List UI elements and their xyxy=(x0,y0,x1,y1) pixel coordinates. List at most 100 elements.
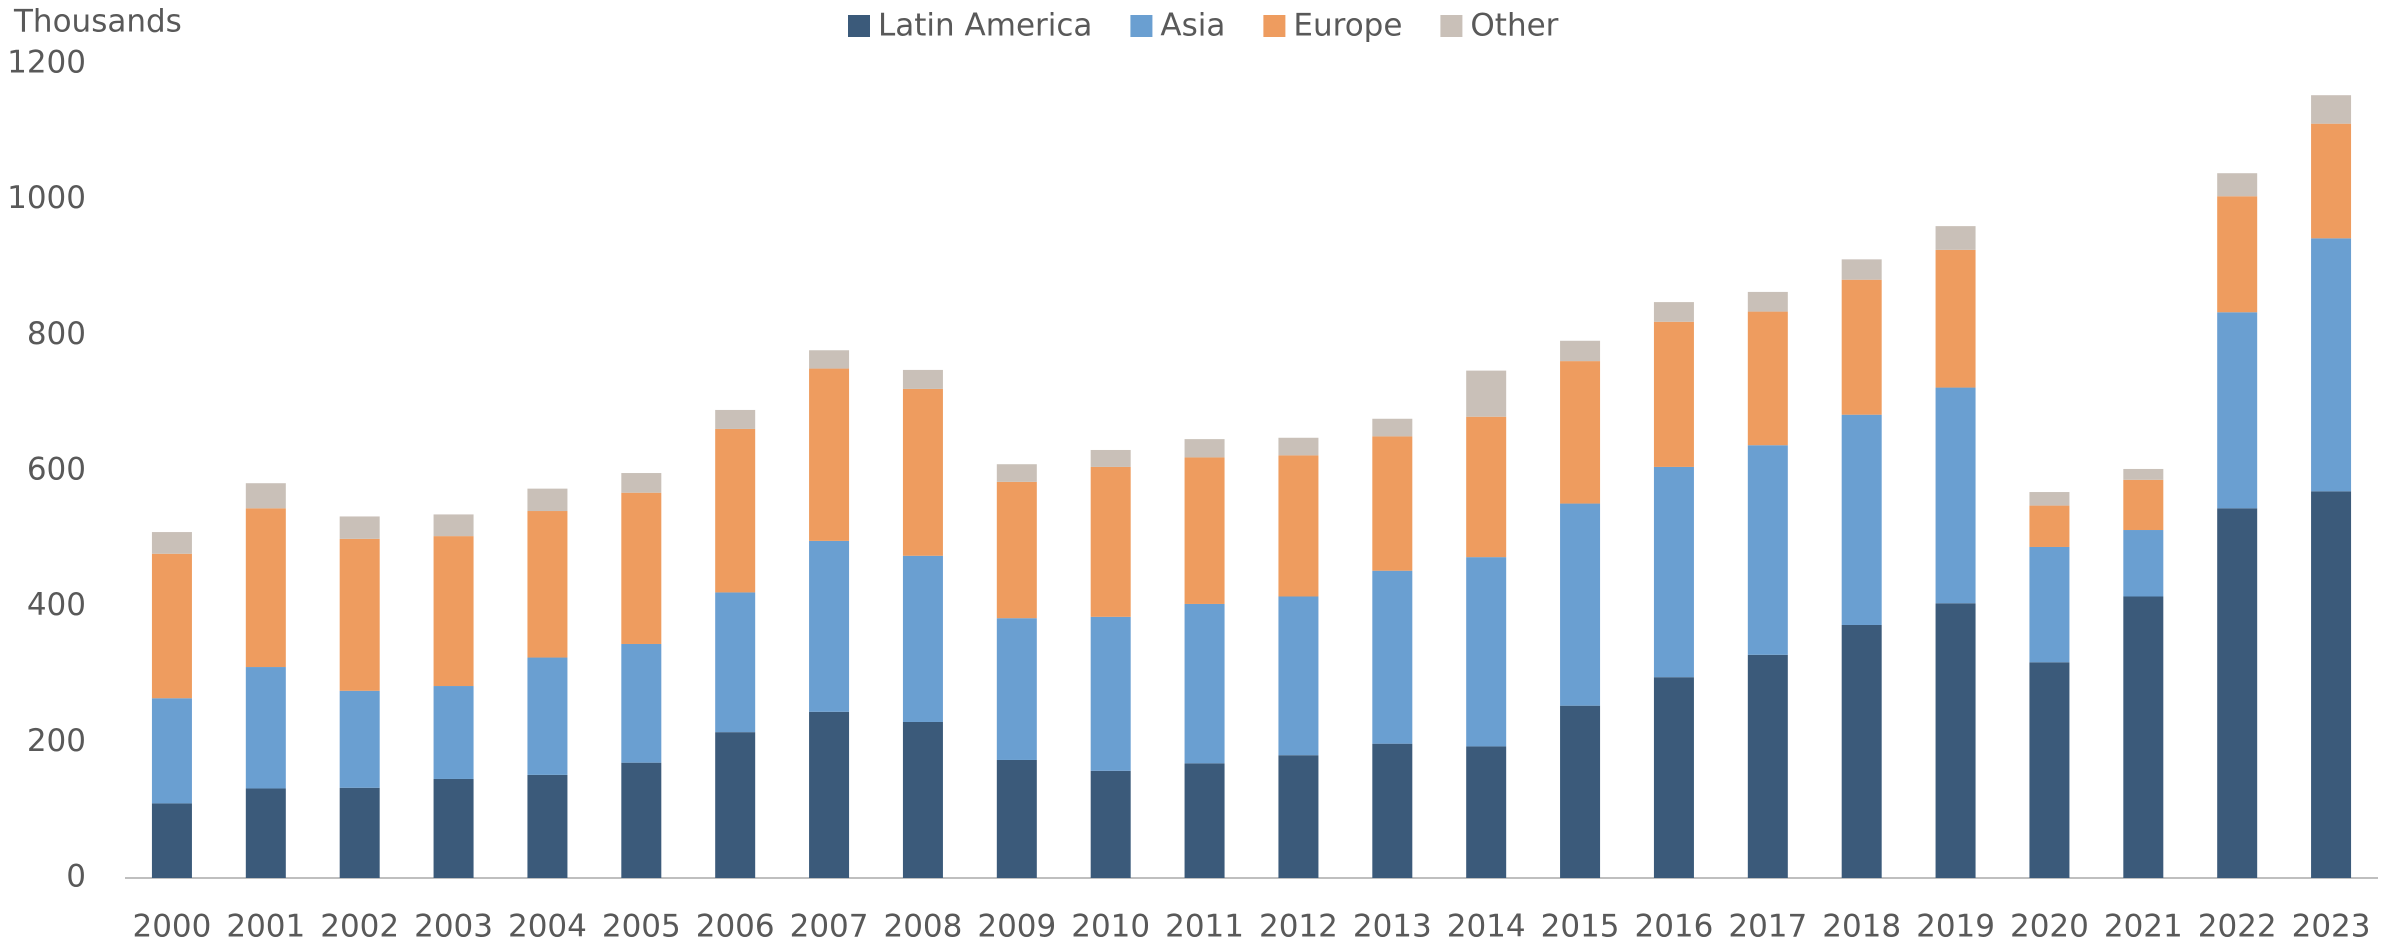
bar-segment xyxy=(1466,416,1507,558)
bar-segment xyxy=(2123,530,2164,597)
bar-segment xyxy=(433,514,474,537)
bar-segment xyxy=(151,803,192,878)
bar-segment xyxy=(151,553,192,699)
x-tick-label: 2023 xyxy=(2292,909,2371,945)
y-tick-label: 600 xyxy=(27,452,86,488)
bar-segment xyxy=(996,759,1037,878)
bar-segment xyxy=(1560,503,1601,706)
x-tick-label: 2003 xyxy=(414,909,493,945)
y-tick-label: 200 xyxy=(27,723,86,759)
bar-segment xyxy=(1466,370,1507,417)
bar-segment xyxy=(1653,321,1694,467)
bar-segment xyxy=(1560,340,1601,362)
bar-segment xyxy=(527,774,568,878)
legend-label: Other xyxy=(1470,8,1558,44)
x-tick-label: 2001 xyxy=(226,909,305,945)
bar-segment xyxy=(245,788,286,878)
x-tick-label: 2021 xyxy=(2104,909,2183,945)
bar-segment xyxy=(1372,436,1413,571)
bar-segment xyxy=(2311,123,2352,239)
bar-segment xyxy=(2029,662,2070,878)
bar-segment xyxy=(1372,743,1413,878)
bar-segment xyxy=(1372,570,1413,744)
bar-segment xyxy=(715,428,756,593)
bar-segment xyxy=(2217,312,2258,509)
bar-segment xyxy=(621,762,662,878)
x-tick-label: 2020 xyxy=(2010,909,2089,945)
y-axis-label: Thousands xyxy=(13,4,182,40)
bar-segment xyxy=(339,516,380,539)
bar-segment xyxy=(1935,249,1976,388)
x-tick-label: 2015 xyxy=(1541,909,1620,945)
bar-segment xyxy=(1747,654,1788,878)
bar-segment xyxy=(2311,95,2352,124)
legend-label: Latin America xyxy=(878,8,1092,44)
bar-segment xyxy=(1935,226,1976,250)
bar-segment xyxy=(996,481,1037,619)
y-tick-label: 1000 xyxy=(7,180,86,216)
x-tick-label: 2014 xyxy=(1447,909,1526,945)
bar-segment xyxy=(621,473,662,493)
bar-segment xyxy=(1841,279,1882,415)
bar-segment xyxy=(245,483,286,509)
bar-segment xyxy=(1935,603,1976,878)
legend-swatch xyxy=(1440,15,1463,37)
x-tick-label: 2017 xyxy=(1728,909,1807,945)
bar-segment xyxy=(2217,173,2258,197)
bar-segment xyxy=(2311,238,2352,492)
bar-segment xyxy=(809,711,850,878)
bar-segment xyxy=(1090,449,1131,467)
x-tick-label: 2005 xyxy=(602,909,681,945)
bar-segment xyxy=(245,508,286,668)
bar-segment xyxy=(1184,457,1225,604)
x-tick-label: 2009 xyxy=(977,909,1056,945)
bar-segment xyxy=(245,667,286,789)
bar-segment xyxy=(1090,466,1131,617)
bar-segment xyxy=(2029,546,2070,663)
bar-segment xyxy=(715,592,756,733)
bar-segment xyxy=(2029,505,2070,547)
x-tick-label: 2008 xyxy=(883,909,962,945)
bar-segment xyxy=(1653,677,1694,878)
x-tick-label: 2010 xyxy=(1071,909,1150,945)
bar-segment xyxy=(621,643,662,763)
bar-segment xyxy=(339,538,380,691)
bar-segment xyxy=(433,778,474,878)
legend-swatch xyxy=(848,15,870,37)
bar-segment xyxy=(1090,616,1131,771)
bar-segment xyxy=(1278,596,1319,756)
bar-segment xyxy=(527,488,568,512)
x-tick-label: 2007 xyxy=(790,909,869,945)
bar-segment xyxy=(1090,770,1131,878)
bar-segment xyxy=(1747,445,1788,655)
bar-segment xyxy=(2217,196,2258,313)
x-tick-label: 2006 xyxy=(696,909,775,945)
bar-segment xyxy=(1466,557,1507,747)
x-tick-label: 2013 xyxy=(1353,909,1432,945)
bar-segment xyxy=(1935,387,1976,604)
bar-segment xyxy=(433,686,474,779)
x-tick-label: 2011 xyxy=(1165,909,1244,945)
bar-segment xyxy=(1653,302,1694,322)
bar-segment xyxy=(433,536,474,687)
bar-segment xyxy=(2123,596,2164,878)
legend-label: Asia xyxy=(1160,8,1225,44)
bar-segment xyxy=(1184,763,1225,878)
bar-segment xyxy=(715,732,756,878)
bar-segment xyxy=(1841,259,1882,280)
bar-segment xyxy=(1747,291,1788,312)
bar-segment xyxy=(1841,414,1882,625)
bar-segment xyxy=(809,368,850,541)
bar-segment xyxy=(715,409,756,429)
bar-segment xyxy=(151,532,192,554)
bar-segment xyxy=(1560,361,1601,504)
y-tick-label: 400 xyxy=(27,587,86,623)
bar-segment xyxy=(1278,437,1319,456)
bar-segment xyxy=(1841,624,1882,878)
bar-segment xyxy=(2123,468,2164,480)
bar-segment xyxy=(339,690,380,788)
bar-segment xyxy=(902,369,943,389)
x-tick-label: 2016 xyxy=(1634,909,1713,945)
legend-swatch xyxy=(1130,15,1153,37)
bar-segment xyxy=(1560,705,1601,878)
